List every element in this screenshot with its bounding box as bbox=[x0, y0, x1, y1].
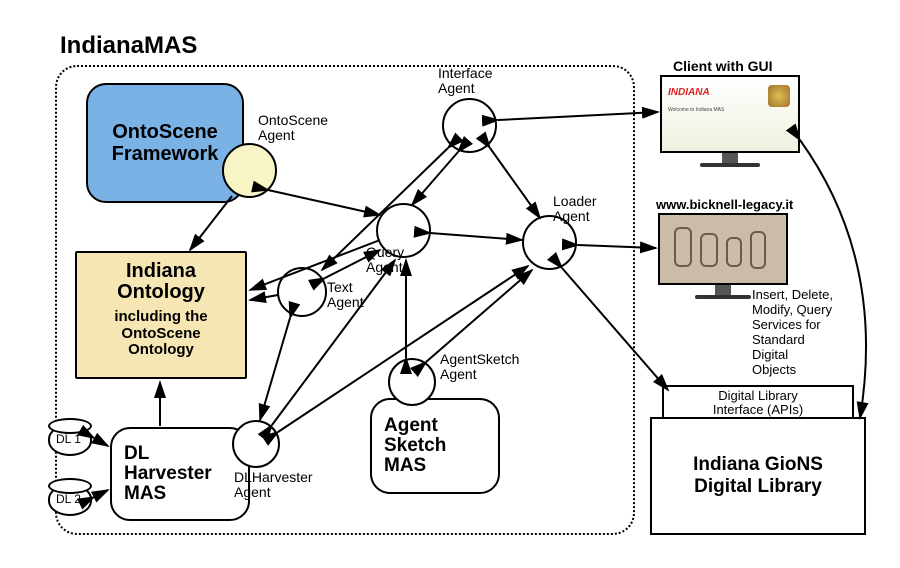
text-agent-circle bbox=[277, 267, 327, 317]
ontoscene-framework-box: OntoScene Framework bbox=[86, 83, 244, 203]
dlh-l1: DL bbox=[124, 444, 149, 464]
dlh-l2: Harvester bbox=[124, 464, 212, 484]
as-l3: MAS bbox=[384, 456, 426, 476]
agentsketch-agent-circle bbox=[388, 358, 436, 406]
api-bar: Digital Library Interface (APIs) bbox=[662, 385, 854, 419]
agentsketch-agent-label: AgentSketch Agent bbox=[440, 352, 519, 381]
dlh-l3: MAS bbox=[124, 484, 166, 504]
ontoscene-agent-label: OntoScene Agent bbox=[258, 113, 328, 142]
dlharvester-agent-label: DLHarvester Agent bbox=[234, 470, 313, 499]
loader-agent-label: Loader Agent bbox=[553, 194, 597, 223]
io-line5: Ontology bbox=[128, 341, 194, 358]
dl1-label: DL 1 bbox=[56, 432, 81, 446]
io-line1: Indiana bbox=[126, 260, 196, 282]
dlharvester-agent-circle bbox=[232, 420, 280, 468]
gions-l1: Indiana GioNS bbox=[693, 454, 823, 476]
text-agent-label: Text Agent bbox=[327, 280, 364, 309]
gions-l2: Digital Library bbox=[694, 476, 822, 498]
dl2-label: DL 2 bbox=[56, 492, 81, 506]
bicknell-label: www.bicknell-legacy.it bbox=[656, 197, 793, 212]
ontoscene-framework-label: OntoScene Framework bbox=[112, 121, 219, 165]
services-label: Insert, Delete, Modify, Query Services f… bbox=[752, 288, 833, 378]
ontoscene-agent-circle bbox=[222, 143, 277, 198]
as-l2: Sketch bbox=[384, 436, 446, 456]
indiana-ontology-box: Indiana Ontology including the OntoScene… bbox=[75, 251, 247, 379]
io-line2: Ontology bbox=[117, 281, 205, 303]
agent-sketch-box: Agent Sketch MAS bbox=[370, 398, 500, 494]
interface-agent-circle bbox=[442, 98, 497, 153]
dl1-cylinder: DL 1 bbox=[48, 424, 92, 456]
query-agent-label: Query Agent bbox=[366, 245, 404, 274]
as-l1: Agent bbox=[384, 416, 438, 436]
api-bar-label: Digital Library Interface (APIs) bbox=[713, 388, 803, 417]
dl-harvester-box: DL Harvester MAS bbox=[110, 427, 250, 521]
client-gui-screen: INDIANA Welcome to Indiana MAS bbox=[660, 75, 800, 167]
io-line4: OntoScene bbox=[121, 325, 200, 342]
gions-box: Indiana GioNS Digital Library bbox=[650, 417, 866, 535]
io-line3: including the bbox=[114, 308, 207, 325]
diagram-title: IndianaMAS bbox=[60, 32, 197, 60]
dl2-cylinder: DL 2 bbox=[48, 484, 92, 516]
client-gui-label: Client with GUI bbox=[673, 58, 773, 74]
interface-agent-label: Interface Agent bbox=[438, 66, 492, 95]
